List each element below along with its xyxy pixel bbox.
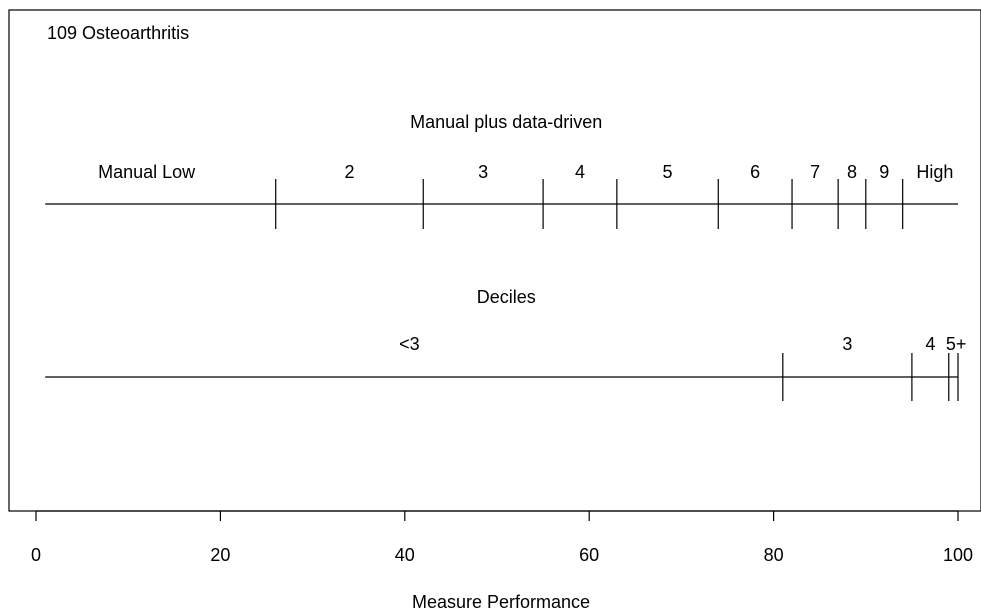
x-axis: 0 20 40 60 80 100 bbox=[31, 510, 973, 565]
segment-label: 5+ bbox=[946, 334, 967, 354]
x-tick-label: 60 bbox=[579, 545, 599, 565]
scale-name: Deciles bbox=[477, 287, 536, 307]
x-tick-label: 100 bbox=[943, 545, 973, 565]
segment-label: 4 bbox=[925, 334, 935, 354]
segment-label: 9 bbox=[879, 162, 889, 182]
segment-label: 7 bbox=[810, 162, 820, 182]
segment-label: <3 bbox=[399, 334, 420, 354]
segment-label: 8 bbox=[847, 162, 857, 182]
scale-name: Manual plus data-driven bbox=[410, 112, 602, 132]
segment-label: Manual Low bbox=[98, 162, 196, 182]
x-axis-label: Measure Performance bbox=[412, 592, 590, 611]
segment-label: 5 bbox=[663, 162, 673, 182]
segment-label: 3 bbox=[478, 162, 488, 182]
plot-frame bbox=[8, 9, 981, 512]
x-tick-label: 40 bbox=[395, 545, 415, 565]
scale-1: Manual plus data-driven Manual Low 2 3 4 5 6 7 8… bbox=[45, 112, 958, 229]
segment-label: 6 bbox=[750, 162, 760, 182]
scale-2: Deciles <3 3 4 5+ bbox=[45, 287, 966, 401]
segment-label: 3 bbox=[842, 334, 852, 354]
x-tick-label: 0 bbox=[31, 545, 41, 565]
segment-label: 4 bbox=[575, 162, 585, 182]
chart-title: 109 Osteoarthritis bbox=[47, 23, 189, 43]
scales-group: Manual plus data-driven Manual Low 2 3 4 5 6 7 8… bbox=[45, 112, 966, 401]
x-tick-label: 20 bbox=[210, 545, 230, 565]
x-tick-label: 80 bbox=[764, 545, 784, 565]
segment-label: High bbox=[916, 162, 953, 182]
segment-label: 2 bbox=[344, 162, 354, 182]
